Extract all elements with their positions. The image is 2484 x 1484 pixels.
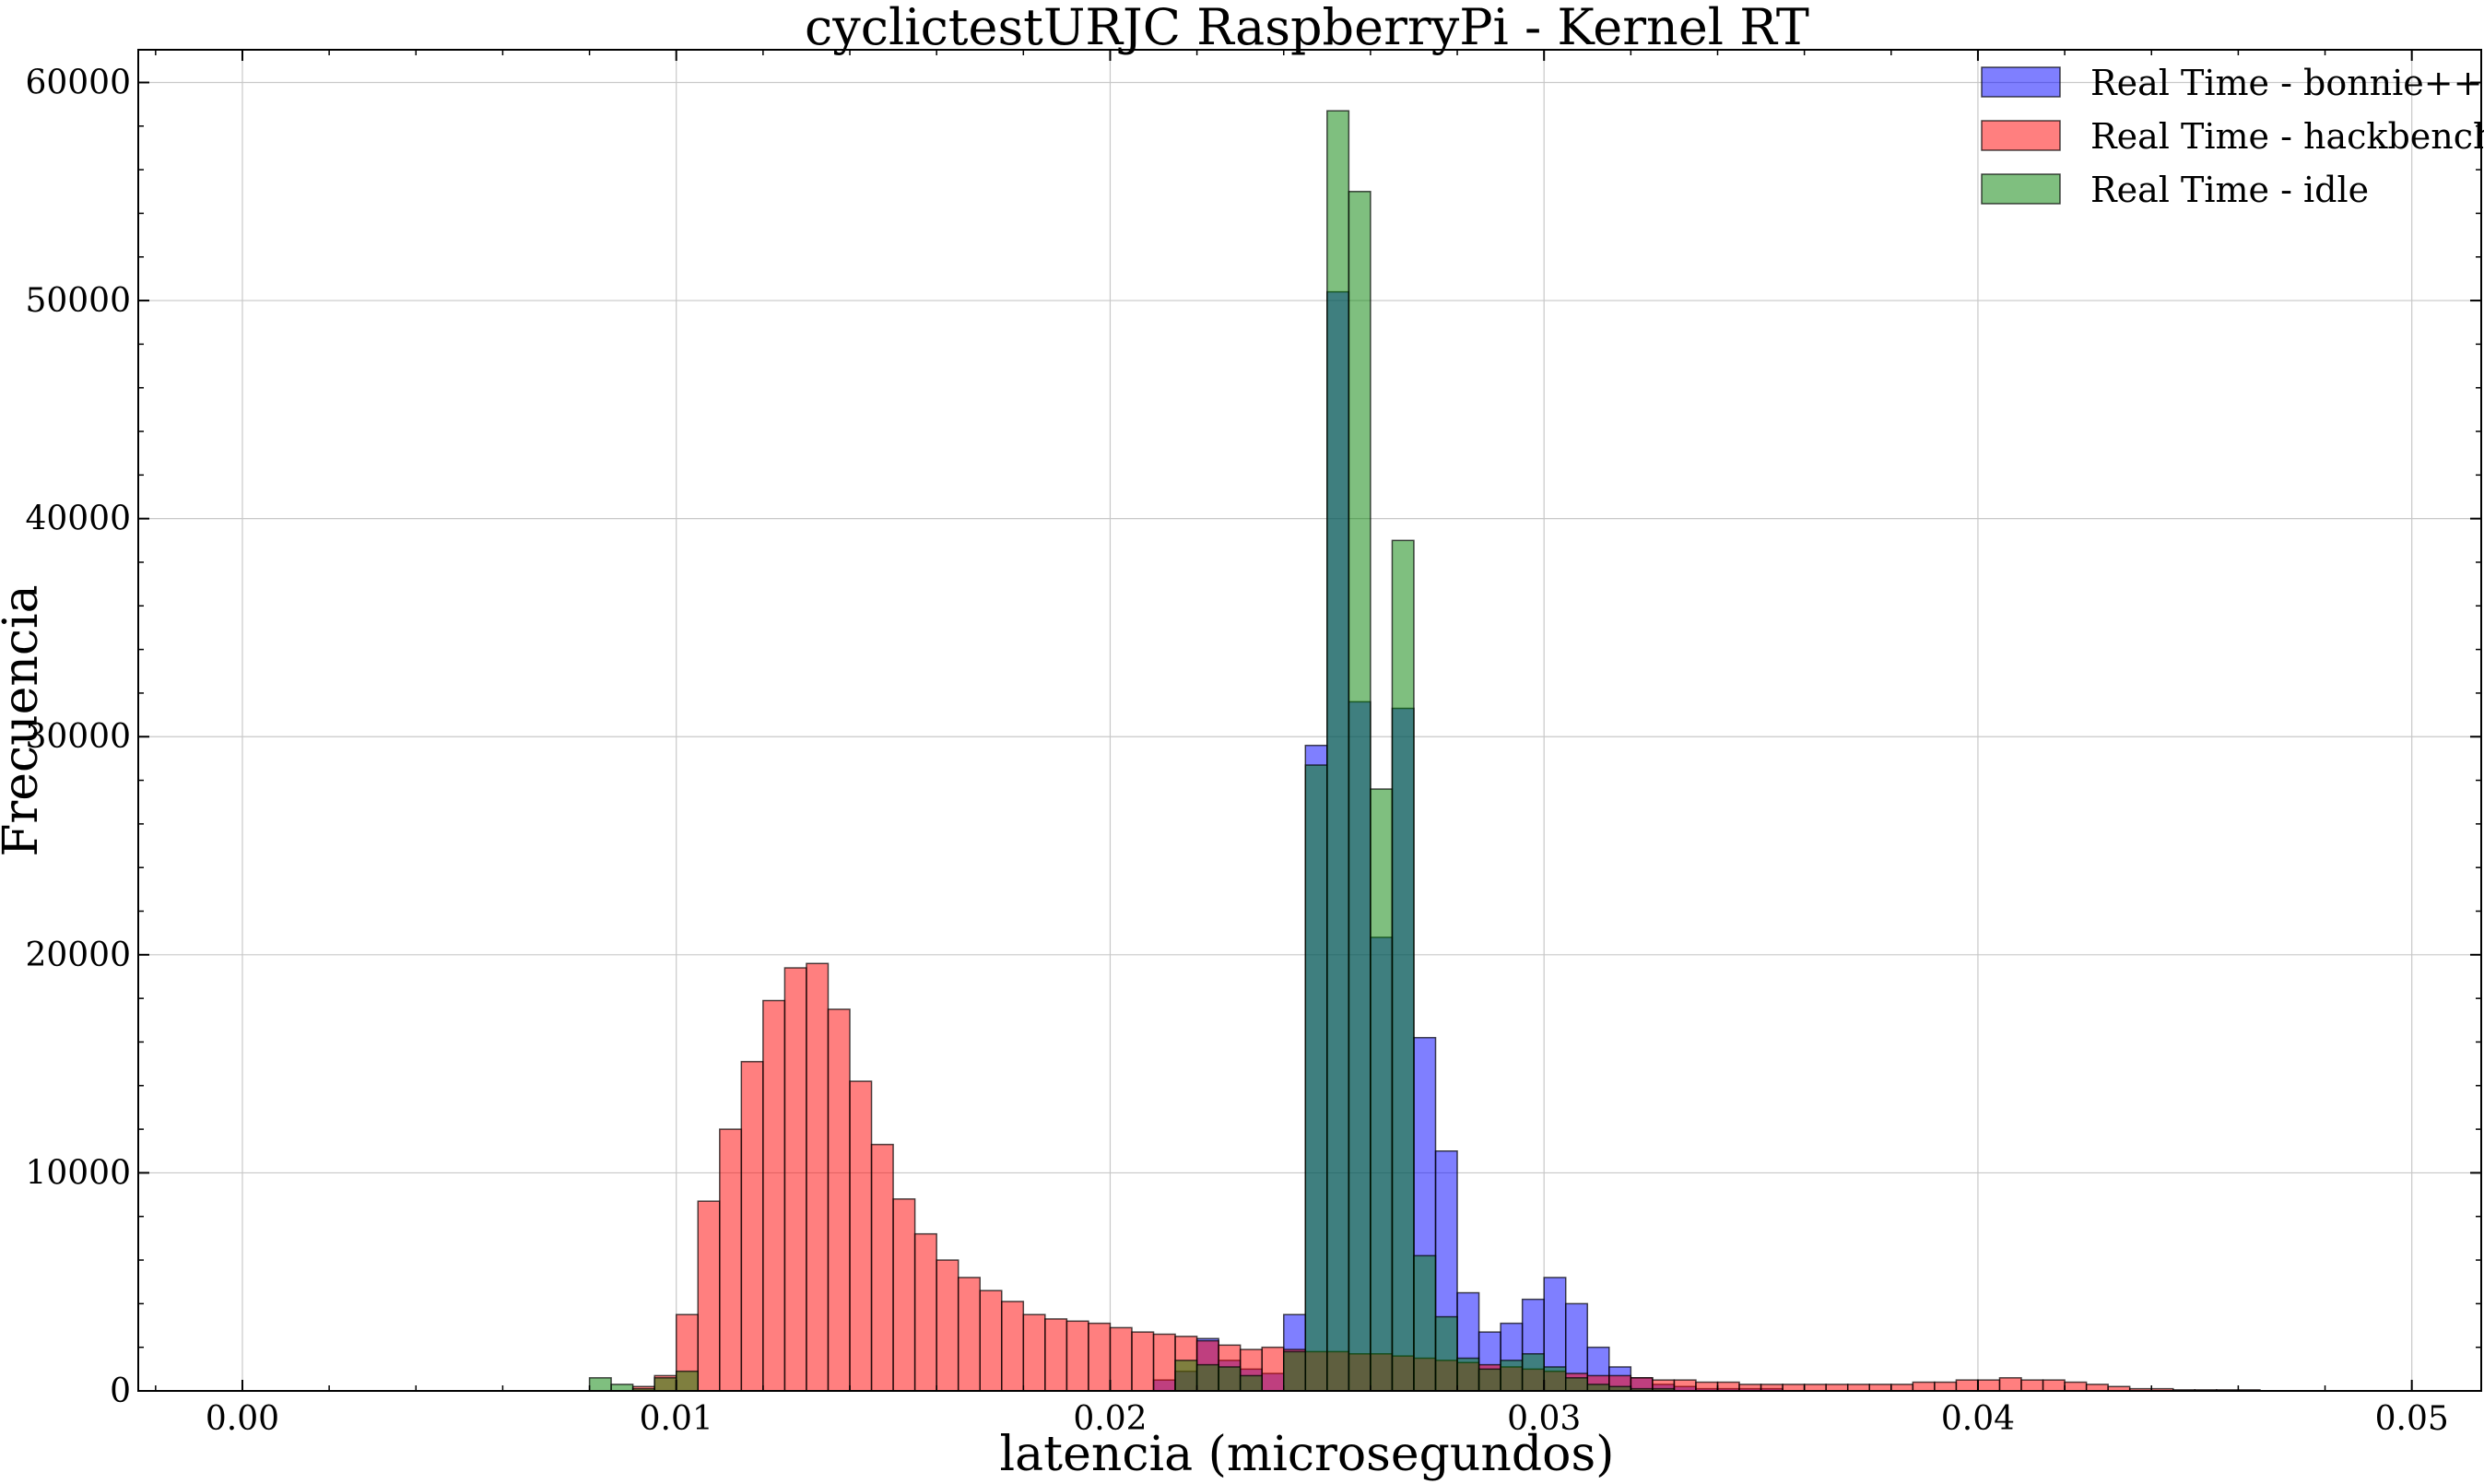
x-axis-label: latencia (microsegundos) bbox=[1000, 1427, 1615, 1482]
histogram-bar bbox=[740, 1061, 764, 1392]
histogram-bar bbox=[827, 1008, 851, 1392]
histogram-bar bbox=[1413, 1254, 1437, 1392]
legend: Real Time - bonnie++ Real Time - hackbenc… bbox=[1981, 63, 2484, 210]
histogram-bar bbox=[1131, 1331, 1155, 1392]
histogram-bar bbox=[1868, 1384, 1892, 1392]
histogram-bar bbox=[1370, 788, 1394, 1392]
legend-swatch bbox=[1981, 66, 2061, 98]
legend-label: Real Time - bonnie++ bbox=[2090, 63, 2482, 103]
histogram-bar bbox=[1716, 1381, 1740, 1392]
x-tick-label: 0.03 bbox=[1507, 1400, 1581, 1438]
x-tick-label: 0.02 bbox=[1073, 1400, 1147, 1438]
histogram-bar bbox=[979, 1290, 1003, 1392]
histogram-bar bbox=[1434, 1315, 1458, 1392]
histogram-bar bbox=[762, 999, 786, 1392]
histogram-bar bbox=[610, 1384, 634, 1392]
histogram-bar bbox=[588, 1377, 612, 1392]
histogram-bar bbox=[1044, 1318, 1068, 1392]
axis-ticks: 0.00 0.01 0.02 0.03 0.04 0.05 0 10000 20000 30000… bbox=[25, 50, 2481, 1438]
x-tick-label: 0.04 bbox=[1941, 1400, 2015, 1438]
histogram-bar bbox=[936, 1259, 959, 1392]
plot-frame bbox=[137, 49, 2482, 1392]
y-tick-label: 60000 bbox=[25, 64, 131, 101]
histogram-bar bbox=[1955, 1379, 1979, 1392]
histogram-bar bbox=[1261, 1346, 1285, 1392]
y-tick-label: 10000 bbox=[25, 1154, 131, 1192]
histogram-bar bbox=[870, 1143, 894, 1392]
histogram-bar bbox=[892, 1198, 916, 1392]
histogram-bar bbox=[783, 967, 807, 1392]
histogram-bar bbox=[1782, 1384, 1806, 1392]
x-tick-label: 0.05 bbox=[2375, 1400, 2449, 1438]
chart-title: cyclictestURJC RaspberryPi - Kernel RT bbox=[805, 0, 1809, 56]
histogram-bar bbox=[1088, 1322, 1112, 1392]
legend-swatch bbox=[1981, 173, 2061, 205]
histogram-bar bbox=[1304, 764, 1328, 1392]
histogram-bar bbox=[1477, 1368, 1501, 1392]
histogram-bar bbox=[1391, 539, 1415, 1392]
histogram-bar bbox=[1695, 1381, 1719, 1392]
histogram-bar bbox=[1803, 1384, 1827, 1392]
histogram-bar bbox=[2042, 1379, 2066, 1392]
histogram-bar bbox=[1543, 1366, 1567, 1392]
histogram-bar bbox=[1934, 1381, 1958, 1392]
y-tick-label: 20000 bbox=[25, 936, 131, 974]
histogram-bar bbox=[1500, 1360, 1524, 1392]
histogram-bar bbox=[1022, 1313, 1046, 1392]
histogram-bar bbox=[1348, 191, 1371, 1392]
histogram-bar bbox=[1846, 1384, 1871, 1392]
histogram-bar bbox=[1239, 1374, 1263, 1392]
y-tick-label: 50000 bbox=[25, 282, 131, 320]
histogram-bar bbox=[913, 1232, 937, 1392]
x-tick-label: 0.01 bbox=[640, 1400, 713, 1438]
histogram-bar bbox=[1738, 1384, 1762, 1392]
legend-swatch bbox=[1981, 120, 2061, 151]
histogram-bar bbox=[1977, 1379, 2001, 1392]
y-axis-label: Frecuencia bbox=[0, 584, 49, 856]
histogram-bar bbox=[1586, 1384, 1610, 1392]
histogram-bar bbox=[1001, 1301, 1025, 1392]
histogram-bar bbox=[1912, 1381, 1936, 1392]
histogram-bar bbox=[1890, 1384, 1914, 1392]
histogram-bar bbox=[1521, 1353, 1545, 1392]
x-tick-label: 0.00 bbox=[206, 1400, 279, 1438]
histogram-bar bbox=[2020, 1379, 2044, 1392]
histogram-bar bbox=[1152, 1333, 1176, 1392]
legend-label: Real Time - idle bbox=[2090, 170, 2369, 210]
histogram-bar bbox=[653, 1377, 677, 1392]
histogram-bar bbox=[1326, 110, 1350, 1392]
histogram-bar bbox=[1564, 1377, 1589, 1392]
histogram-bar bbox=[1109, 1326, 1133, 1392]
histogram-bars bbox=[588, 110, 2261, 1392]
histogram-bar bbox=[2064, 1381, 2088, 1392]
histogram-bar bbox=[675, 1370, 700, 1392]
y-tick-label: 0 bbox=[110, 1372, 131, 1410]
histogram-bar bbox=[1195, 1363, 1219, 1392]
histogram-bar bbox=[1065, 1320, 1089, 1392]
y-tick-label: 40000 bbox=[25, 501, 131, 538]
histogram-bar bbox=[1174, 1360, 1198, 1392]
histogram-bar bbox=[1760, 1384, 1784, 1392]
histogram-bar bbox=[957, 1277, 981, 1392]
histogram-bar bbox=[1456, 1357, 1480, 1392]
histogram-bar bbox=[2085, 1384, 2109, 1392]
histogram-bar bbox=[697, 1200, 721, 1392]
histogram-bar bbox=[1218, 1366, 1242, 1392]
y-tick-label: 30000 bbox=[25, 718, 131, 756]
series-2 bbox=[588, 110, 1676, 1392]
histogram-bar bbox=[719, 1128, 743, 1392]
histogram-bar bbox=[1283, 1350, 1307, 1392]
legend-label: Real Time - hackbench bbox=[2090, 116, 2484, 157]
histogram-bar bbox=[1673, 1379, 1697, 1392]
histogram-bar bbox=[1998, 1377, 2022, 1392]
histogram-bar bbox=[849, 1080, 873, 1392]
histogram-bar bbox=[806, 962, 830, 1392]
histogram-bar bbox=[1825, 1384, 1849, 1392]
